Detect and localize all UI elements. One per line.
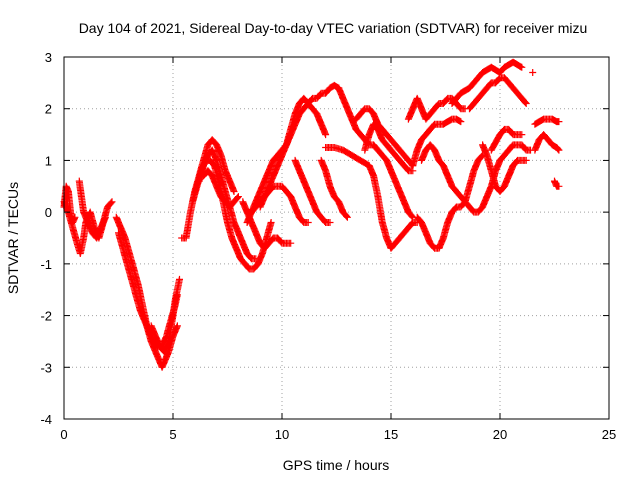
data-track xyxy=(317,156,351,221)
data-track xyxy=(404,94,469,123)
data-track xyxy=(256,182,312,226)
data-track xyxy=(479,141,530,195)
y-tick-label: -2 xyxy=(40,309,52,324)
y-tick-label: 1 xyxy=(45,153,52,168)
data-track xyxy=(352,105,417,170)
data-track xyxy=(448,58,526,107)
data-track xyxy=(291,156,334,226)
data-track xyxy=(413,151,487,252)
x-tick-label: 10 xyxy=(275,427,289,442)
y-tick-label: 0 xyxy=(45,205,52,220)
plot-frame xyxy=(63,56,610,420)
data-track xyxy=(529,69,537,76)
data-marks xyxy=(60,58,563,371)
data-track xyxy=(195,146,260,263)
chart-title: Day 104 of 2021, Sidereal Day-to-day VTE… xyxy=(79,20,588,36)
y-tick-label: -4 xyxy=(40,412,52,427)
data-track xyxy=(75,177,109,242)
x-axis-label: GPS time / hours xyxy=(283,457,390,473)
x-tick-label: 20 xyxy=(493,427,507,442)
data-track xyxy=(531,131,563,154)
data-track xyxy=(322,144,421,252)
data-track xyxy=(551,177,563,190)
data-track xyxy=(335,84,417,221)
y-tick-label: -1 xyxy=(40,257,52,272)
y-tick-label: -3 xyxy=(40,360,52,375)
x-tick-label: 25 xyxy=(602,427,616,442)
data-track xyxy=(418,141,534,216)
data-track xyxy=(361,120,417,175)
grid xyxy=(64,57,609,419)
x-tick-label: 15 xyxy=(384,427,398,442)
y-tick-label: 3 xyxy=(45,50,52,65)
data-track xyxy=(200,167,242,211)
data-track xyxy=(147,275,183,356)
axis-ticks: 0 5 10 15 20 25 -4 -3 -2 -1 0 1 2 3 xyxy=(40,50,616,442)
data-track xyxy=(409,115,465,170)
y-axis-label: SDTVAR / TECUs xyxy=(5,182,21,294)
y-tick-label: 2 xyxy=(45,102,52,117)
data-track xyxy=(466,74,530,113)
x-tick-label: 0 xyxy=(60,427,67,442)
x-tick-label: 5 xyxy=(169,427,176,442)
data-track xyxy=(531,115,563,128)
data-track xyxy=(487,125,526,154)
